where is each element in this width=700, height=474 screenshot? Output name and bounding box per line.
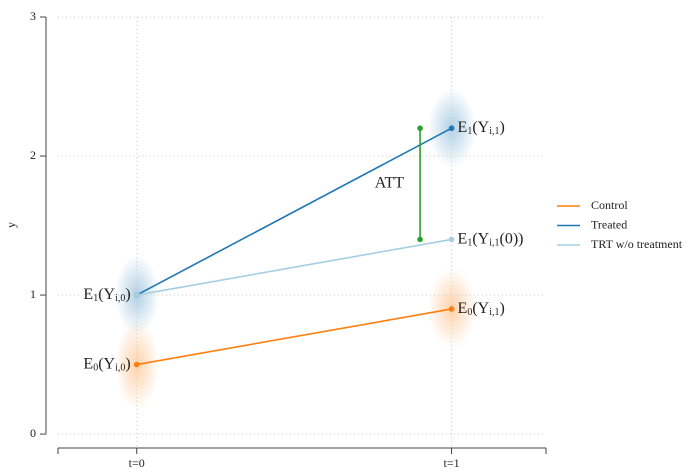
label-part: i,1 bbox=[489, 238, 499, 249]
att-label: ATT bbox=[375, 175, 405, 192]
point bbox=[133, 361, 140, 368]
label-part: i,0 bbox=[115, 363, 125, 374]
att-point bbox=[417, 236, 423, 243]
label-part: E bbox=[458, 119, 468, 136]
label-part: ) bbox=[125, 286, 130, 303]
point bbox=[448, 236, 455, 243]
series-line bbox=[136, 238, 452, 296]
series-line bbox=[136, 127, 452, 296]
att-point bbox=[417, 125, 423, 132]
label-part: 1 bbox=[467, 127, 472, 138]
point-label: E1(Yi,1) bbox=[458, 119, 505, 138]
label-part: 0 bbox=[93, 363, 98, 374]
label-part: (Y bbox=[472, 300, 489, 317]
y-tick-label: 2 bbox=[30, 148, 36, 162]
label-part: i,1 bbox=[489, 127, 499, 138]
point bbox=[448, 306, 455, 312]
label-part: (Y bbox=[472, 119, 489, 136]
legend-label: Treated bbox=[591, 217, 627, 231]
label-part: 1 bbox=[467, 238, 472, 249]
legend-label: Control bbox=[591, 198, 628, 212]
series-line bbox=[136, 308, 452, 366]
label-part: E bbox=[83, 355, 93, 372]
label-part: ) bbox=[500, 300, 505, 317]
label-part: i,0 bbox=[115, 293, 125, 304]
label-part: (0)) bbox=[500, 230, 524, 247]
legend-label: TRT w/o treatment bbox=[591, 237, 683, 251]
point bbox=[448, 125, 455, 132]
label-part: ) bbox=[500, 119, 505, 136]
point-clouds bbox=[115, 88, 476, 410]
label-part: (Y bbox=[472, 230, 489, 247]
point-label: E1(Yi,0) bbox=[83, 286, 130, 305]
y-axis-label: y bbox=[4, 222, 18, 228]
point-label: E0(Yi,1) bbox=[458, 300, 505, 319]
label-part: E bbox=[458, 300, 468, 317]
y-tick-label: 0 bbox=[30, 426, 36, 440]
x-tick-label: t=1 bbox=[443, 456, 459, 469]
label-part: (Y bbox=[98, 355, 115, 372]
point-label: E1(Yi,1(0)) bbox=[458, 230, 524, 249]
x-tick-label: t=0 bbox=[129, 456, 145, 469]
point-label: E0(Yi,0) bbox=[83, 355, 130, 374]
label-part: i,1 bbox=[489, 307, 499, 318]
y-tick-label: 1 bbox=[30, 287, 36, 301]
label-part: E bbox=[83, 286, 93, 303]
y-tick-label: 3 bbox=[30, 9, 36, 23]
label-part: 0 bbox=[467, 307, 472, 318]
point bbox=[133, 292, 140, 298]
label-part: (Y bbox=[98, 286, 115, 303]
label-part: ) bbox=[125, 355, 130, 372]
label-part: E bbox=[458, 230, 468, 247]
label-part: 1 bbox=[93, 293, 98, 304]
